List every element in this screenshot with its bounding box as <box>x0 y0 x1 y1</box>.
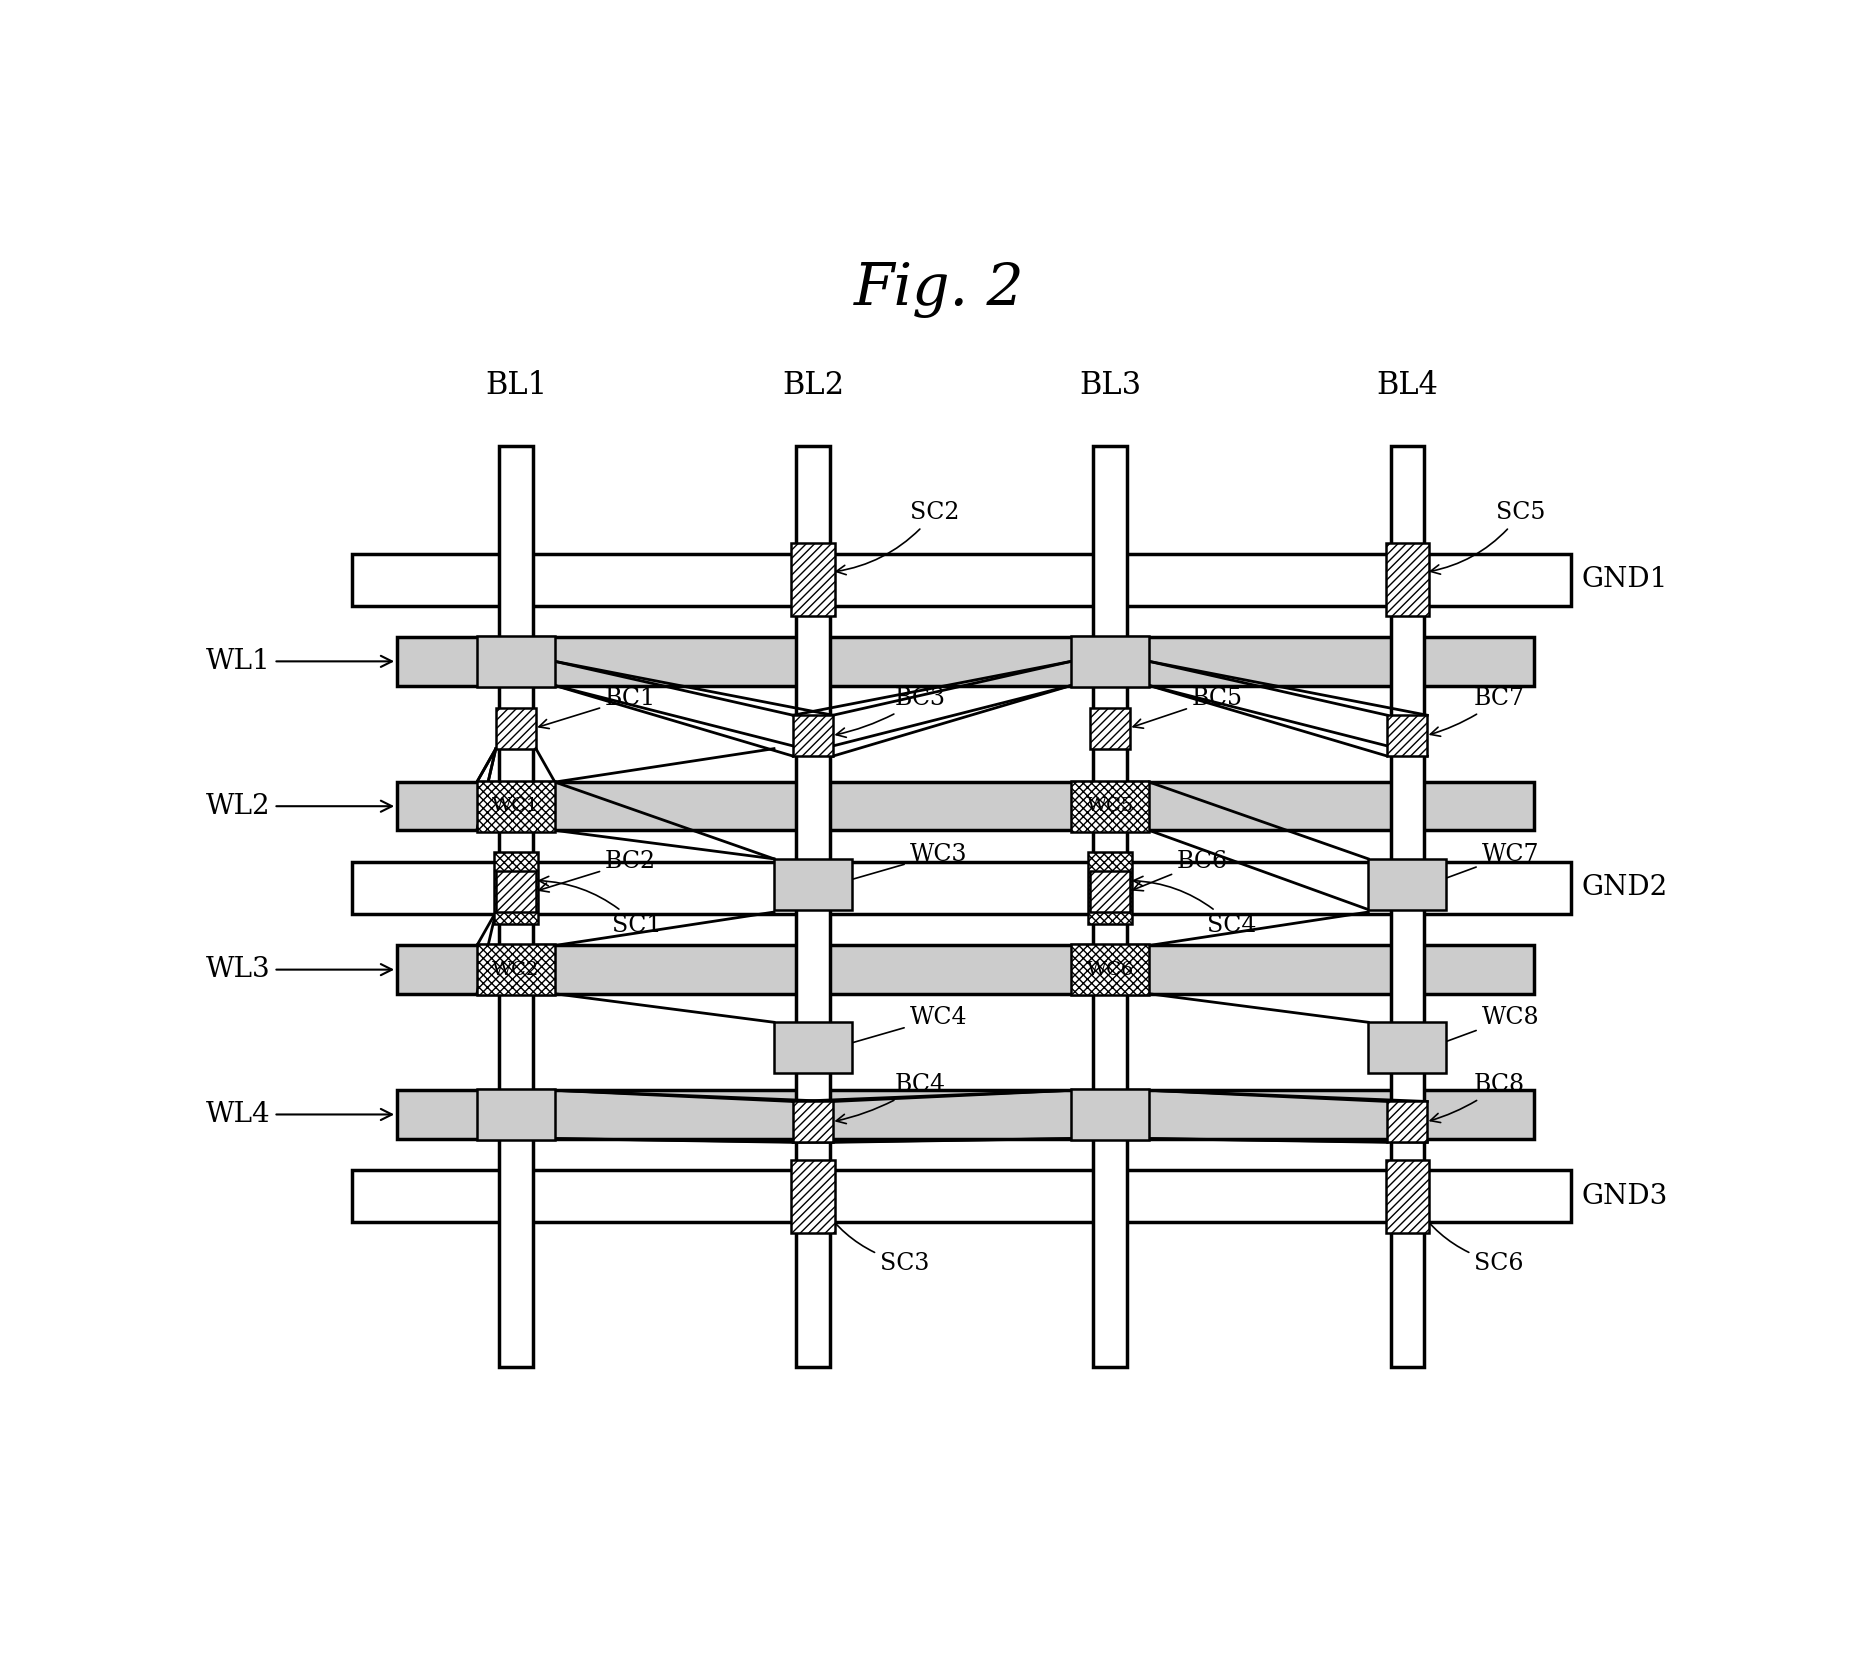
Bar <box>1090 872 1131 912</box>
Bar <box>791 1159 835 1232</box>
Text: WC7: WC7 <box>1434 843 1538 883</box>
Text: BC2: BC2 <box>538 850 656 892</box>
Bar <box>1071 782 1149 832</box>
Text: BL2: BL2 <box>781 371 845 401</box>
Bar <box>796 446 830 1368</box>
Bar <box>792 1102 834 1142</box>
Text: BC4: BC4 <box>835 1074 946 1124</box>
Bar <box>353 554 1570 606</box>
Bar <box>477 1089 555 1141</box>
Text: WC6: WC6 <box>1086 960 1134 979</box>
Bar <box>1088 852 1133 924</box>
Bar <box>774 1022 852 1072</box>
Text: SC4: SC4 <box>1133 877 1256 937</box>
Bar <box>396 1091 1534 1139</box>
Text: WC5: WC5 <box>1086 797 1134 815</box>
Bar <box>396 782 1534 830</box>
Bar <box>495 872 536 912</box>
Bar <box>1090 708 1131 748</box>
Text: BC6: BC6 <box>1133 850 1228 890</box>
Text: WC1: WC1 <box>492 797 540 815</box>
Bar <box>791 543 835 616</box>
Text: WC4: WC4 <box>839 1007 966 1049</box>
Bar <box>1071 636 1149 686</box>
Text: WC8: WC8 <box>1434 1007 1540 1047</box>
Text: BL4: BL4 <box>1376 371 1439 401</box>
Bar <box>774 858 852 910</box>
Text: BC1: BC1 <box>538 686 656 728</box>
Text: BC8: BC8 <box>1430 1074 1525 1122</box>
Bar <box>1387 715 1428 757</box>
Bar <box>1385 543 1430 616</box>
Bar <box>1391 446 1424 1368</box>
Bar <box>1368 1022 1447 1072</box>
Bar <box>353 1171 1570 1222</box>
Text: WL2: WL2 <box>206 793 392 820</box>
Bar <box>477 782 555 832</box>
Text: GND1: GND1 <box>1581 566 1669 593</box>
Bar <box>1071 1089 1149 1141</box>
Bar <box>353 862 1570 913</box>
Text: WL4: WL4 <box>206 1101 392 1127</box>
Text: BC3: BC3 <box>835 686 946 738</box>
Bar <box>396 945 1534 994</box>
Bar <box>1385 1159 1430 1232</box>
Bar <box>477 944 555 995</box>
Bar <box>1093 446 1127 1368</box>
Text: WL3: WL3 <box>206 957 392 984</box>
Text: WC3: WC3 <box>839 843 966 885</box>
Text: BL3: BL3 <box>1078 371 1142 401</box>
Text: SC3: SC3 <box>822 1207 929 1274</box>
Text: Fig. 2: Fig. 2 <box>854 262 1024 319</box>
Bar <box>477 636 555 686</box>
Bar <box>1387 1102 1428 1142</box>
Text: SC6: SC6 <box>1417 1207 1523 1274</box>
Text: BC7: BC7 <box>1430 686 1525 736</box>
Bar <box>493 852 538 924</box>
Bar <box>495 708 536 748</box>
Bar <box>1368 858 1447 910</box>
Bar <box>1071 944 1149 995</box>
Text: SC2: SC2 <box>835 501 959 574</box>
Text: GND3: GND3 <box>1581 1182 1667 1209</box>
Text: WC2: WC2 <box>492 960 540 979</box>
Text: SC1: SC1 <box>538 877 662 937</box>
Bar <box>396 638 1534 685</box>
Bar <box>499 446 533 1368</box>
Bar <box>792 715 834 757</box>
Text: WL1: WL1 <box>206 648 392 675</box>
Text: GND2: GND2 <box>1581 875 1667 902</box>
Text: BC5: BC5 <box>1133 686 1243 728</box>
Text: SC5: SC5 <box>1430 501 1546 574</box>
Text: BL1: BL1 <box>484 371 548 401</box>
